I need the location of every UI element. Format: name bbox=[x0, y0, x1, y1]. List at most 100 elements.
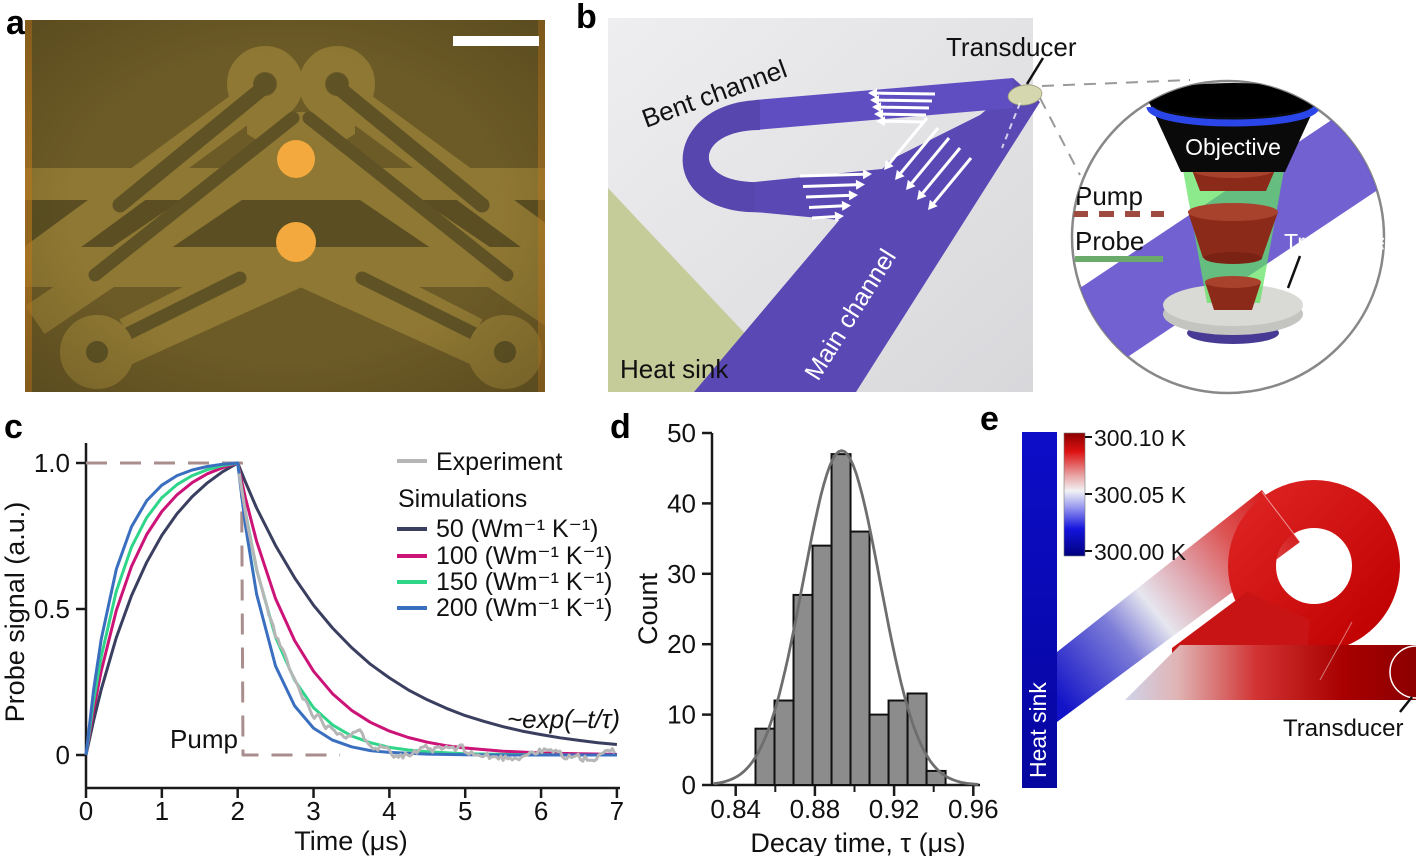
series-200-wm-k- bbox=[84, 461, 617, 757]
gaussian-fit-curve bbox=[713, 449, 979, 786]
c-x-axis-title: Time (μs) bbox=[294, 826, 408, 856]
flow-arrow bbox=[910, 137, 951, 185]
c-series bbox=[84, 461, 618, 763]
top-channel-arm bbox=[755, 78, 1013, 130]
d-gaussian-fit bbox=[713, 449, 979, 786]
e-transducer-label: Transducer bbox=[1283, 715, 1404, 742]
colorbar bbox=[1063, 432, 1086, 557]
c-x-tick-label: 0 bbox=[79, 796, 93, 826]
scale-bar bbox=[453, 36, 539, 46]
c-x-tick-label: 5 bbox=[458, 796, 472, 826]
mesh-seam bbox=[1319, 621, 1353, 681]
flow-arrow bbox=[932, 157, 973, 205]
c-x-tick-label: 6 bbox=[534, 796, 548, 826]
flow-arrow-head bbox=[868, 88, 878, 99]
legend-label-experiment: Experiment bbox=[436, 448, 562, 476]
histogram-bar bbox=[906, 692, 928, 786]
flow-arrow-head bbox=[872, 102, 882, 113]
flow-arrow bbox=[808, 204, 843, 209]
legend-label-sim: 150 (Wm⁻¹ K⁻¹) bbox=[436, 568, 612, 596]
transducer-pointer-line bbox=[1025, 57, 1045, 85]
colorbar-label-min: 300.00 K bbox=[1094, 539, 1187, 565]
flow-arrow-head bbox=[841, 200, 851, 211]
flow-arrow bbox=[878, 98, 933, 103]
objective-blue-ring bbox=[1146, 106, 1320, 127]
panel-b-letter: b bbox=[576, 0, 597, 36]
objective-label: Objective bbox=[1185, 134, 1281, 160]
c-y-axis-title: Probe signal (a.u.) bbox=[0, 502, 30, 723]
thermal-u-turn bbox=[1228, 480, 1400, 652]
heat-sink-bar bbox=[1022, 432, 1057, 788]
flow-arrow bbox=[899, 127, 940, 175]
flow-arrow-head bbox=[928, 199, 938, 210]
panel-a-letter: a bbox=[6, 4, 25, 42]
panel-d-letter: d bbox=[610, 408, 631, 446]
c-y-tick-label: 0.5 bbox=[34, 594, 70, 624]
d-x-tick-label: 0.84 bbox=[710, 794, 761, 824]
flow-arrow bbox=[799, 172, 864, 178]
vignette bbox=[25, 20, 545, 392]
d-x-tick-label: 0.96 bbox=[948, 794, 999, 824]
c-x-tick-label: 4 bbox=[382, 796, 396, 826]
c-x-tick-label: 3 bbox=[306, 796, 320, 826]
transducer-cut-line bbox=[1001, 102, 1021, 149]
histogram-bar bbox=[868, 713, 890, 786]
flow-arrow-head bbox=[855, 179, 865, 190]
e-transducer-pointer bbox=[1399, 696, 1413, 713]
flow-arrow-head bbox=[917, 189, 927, 200]
panel-c-chart: 0 1 2 3 4 5 6 7 0 0.5 1.0 Time (μs) Probe signal (a.… bbox=[0, 443, 624, 856]
c-y-tick-label: 1.0 bbox=[34, 448, 70, 478]
d-x-axis-title: Decay time, τ (μs) bbox=[750, 828, 965, 856]
pump-cone-top bbox=[1188, 203, 1278, 221]
legend-label-sim: 200 (Wm⁻¹ K⁻¹) bbox=[436, 594, 612, 622]
mesh-seam bbox=[1261, 491, 1301, 543]
histogram-bar bbox=[811, 544, 833, 787]
colorbar-label-mid: 300.05 K bbox=[1094, 482, 1187, 508]
d-y-tick-label: 10 bbox=[667, 700, 696, 730]
flow-arrow bbox=[888, 117, 929, 165]
u-turn-channel bbox=[682, 100, 765, 213]
callout-dash-line-top bbox=[1041, 79, 1191, 87]
probe-legend-label: Probe bbox=[1075, 226, 1144, 256]
flow-arrow bbox=[884, 119, 924, 124]
histogram-bar bbox=[830, 453, 852, 786]
flow-arrow bbox=[876, 91, 936, 96]
flow-arrow bbox=[805, 193, 850, 199]
d-x-tick-label: 0.92 bbox=[869, 794, 920, 824]
series-pump bbox=[86, 461, 341, 757]
inset-content: Objective Pump Probe Transducer bbox=[1072, 83, 1384, 370]
c-y-tick-label: 0 bbox=[56, 740, 70, 770]
pump-annotation: Pump bbox=[170, 724, 238, 754]
e-heat-sink-label: Heat sink bbox=[1025, 682, 1051, 778]
series-experiment bbox=[237, 473, 616, 763]
c-x-tick-label: 7 bbox=[610, 796, 624, 826]
flow-arrow-head bbox=[848, 190, 858, 201]
c-annotations: Pump ~exp(–t/τ) bbox=[170, 704, 620, 754]
histogram-bar bbox=[887, 699, 909, 787]
d-y-tick-label: 50 bbox=[667, 418, 696, 448]
flow-arrow-head bbox=[870, 95, 880, 106]
callout-dash-line-bottom bbox=[1039, 97, 1081, 176]
flow-arrow-head bbox=[874, 109, 884, 120]
pump-cone bbox=[1205, 282, 1261, 310]
panel-d-histogram: 0.84 0.88 0.92 0.96 0 10 20 30 40 50 Decay time, τ… bbox=[633, 418, 999, 856]
transducer-pad bbox=[1007, 84, 1043, 106]
c-axes: 0 1 2 3 4 5 6 7 0 0.5 1.0 Time (μs) Probe signal (a.… bbox=[0, 443, 624, 856]
pump-cone bbox=[1188, 212, 1278, 258]
legend-label-sim: 100 (Wm⁻¹ K⁻¹) bbox=[436, 542, 612, 570]
legend-simulations-header: Simulations bbox=[398, 485, 527, 513]
heat-sink-label: Heat sink bbox=[620, 354, 729, 384]
c-axis-spines bbox=[84, 443, 620, 790]
flow-arrow-head bbox=[862, 169, 872, 180]
thermal-main-channel bbox=[1125, 645, 1416, 700]
d-axes: 0.84 0.88 0.92 0.96 0 10 20 30 40 50 Decay time, τ… bbox=[633, 418, 999, 856]
d-y-tick-label: 20 bbox=[667, 629, 696, 659]
flow-arrow-head bbox=[834, 211, 844, 222]
phonon-flow-arrows bbox=[799, 88, 973, 222]
flow-arrow-head bbox=[884, 159, 894, 170]
flow-arrow bbox=[882, 112, 927, 117]
series-50-wm-k- bbox=[84, 461, 618, 756]
c-x-tick-label: 1 bbox=[155, 796, 169, 826]
